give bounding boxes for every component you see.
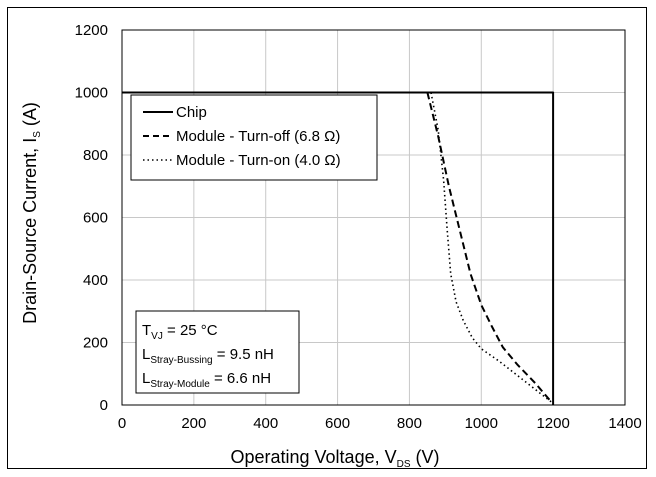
y-tick-label: 1200 <box>75 22 108 39</box>
series-line-chip <box>122 91 555 405</box>
conditions-annotation: TVJ = 25 °C LStray-Bussing = 9.5 nH LStr… <box>135 310 300 394</box>
y-tick-label: 1000 <box>75 85 108 102</box>
annotation-temperature: TVJ = 25 °C <box>142 322 218 342</box>
annotation-box <box>135 310 300 394</box>
x-tick-labels: 0 200 400 600 800 1000 1200 1400 <box>118 415 642 432</box>
series-line-turn-on <box>430 92 552 403</box>
x-tick-label: 1200 <box>536 415 569 432</box>
legend-label-turn-off: Module - Turn-off (6.8 Ω) <box>176 128 340 145</box>
x-tick-label: 1400 <box>608 415 641 432</box>
y-axis-title: Drain-Source Current, IS (A) <box>20 102 43 324</box>
legend-label-chip: Chip <box>176 104 207 121</box>
series-line-turn-off <box>426 92 553 403</box>
x-tick-label: 200 <box>181 415 206 432</box>
y-tick-label: 400 <box>83 272 108 289</box>
y-tick-label: 0 <box>100 397 108 414</box>
annotation-stray-module: LStray-Module = 6.6 nH <box>142 370 271 390</box>
chart-frame: 0 200 400 600 800 1000 1200 1400 0 200 400 600 800 1… <box>7 7 647 470</box>
y-tick-labels: 0 200 400 600 800 1000 1200 <box>75 22 108 414</box>
x-tick-label: 1000 <box>465 415 498 432</box>
y-tick-label: 800 <box>83 147 108 164</box>
x-tick-label: 0 <box>118 415 126 432</box>
x-tick-label: 400 <box>253 415 278 432</box>
y-tick-label: 600 <box>83 210 108 227</box>
legend-label-turn-on: Module - Turn-on (4.0 Ω) <box>176 152 341 169</box>
plot-border <box>121 29 626 406</box>
legend-box <box>130 94 378 181</box>
x-tick-label: 800 <box>397 415 422 432</box>
x-axis-title: Operating Voltage, VDS (V) <box>230 447 439 470</box>
safe-operating-area-chart: 0 200 400 600 800 1000 1200 1400 0 200 400 600 800 1… <box>20 22 642 470</box>
annotation-stray-bussing: LStray-Bussing = 9.5 nH <box>142 346 274 366</box>
x-tick-label: 600 <box>325 415 350 432</box>
legend: Chip Module - Turn-off (6.8 Ω) Module - … <box>130 94 378 181</box>
y-tick-label: 200 <box>83 335 108 352</box>
series-lines <box>122 91 555 405</box>
